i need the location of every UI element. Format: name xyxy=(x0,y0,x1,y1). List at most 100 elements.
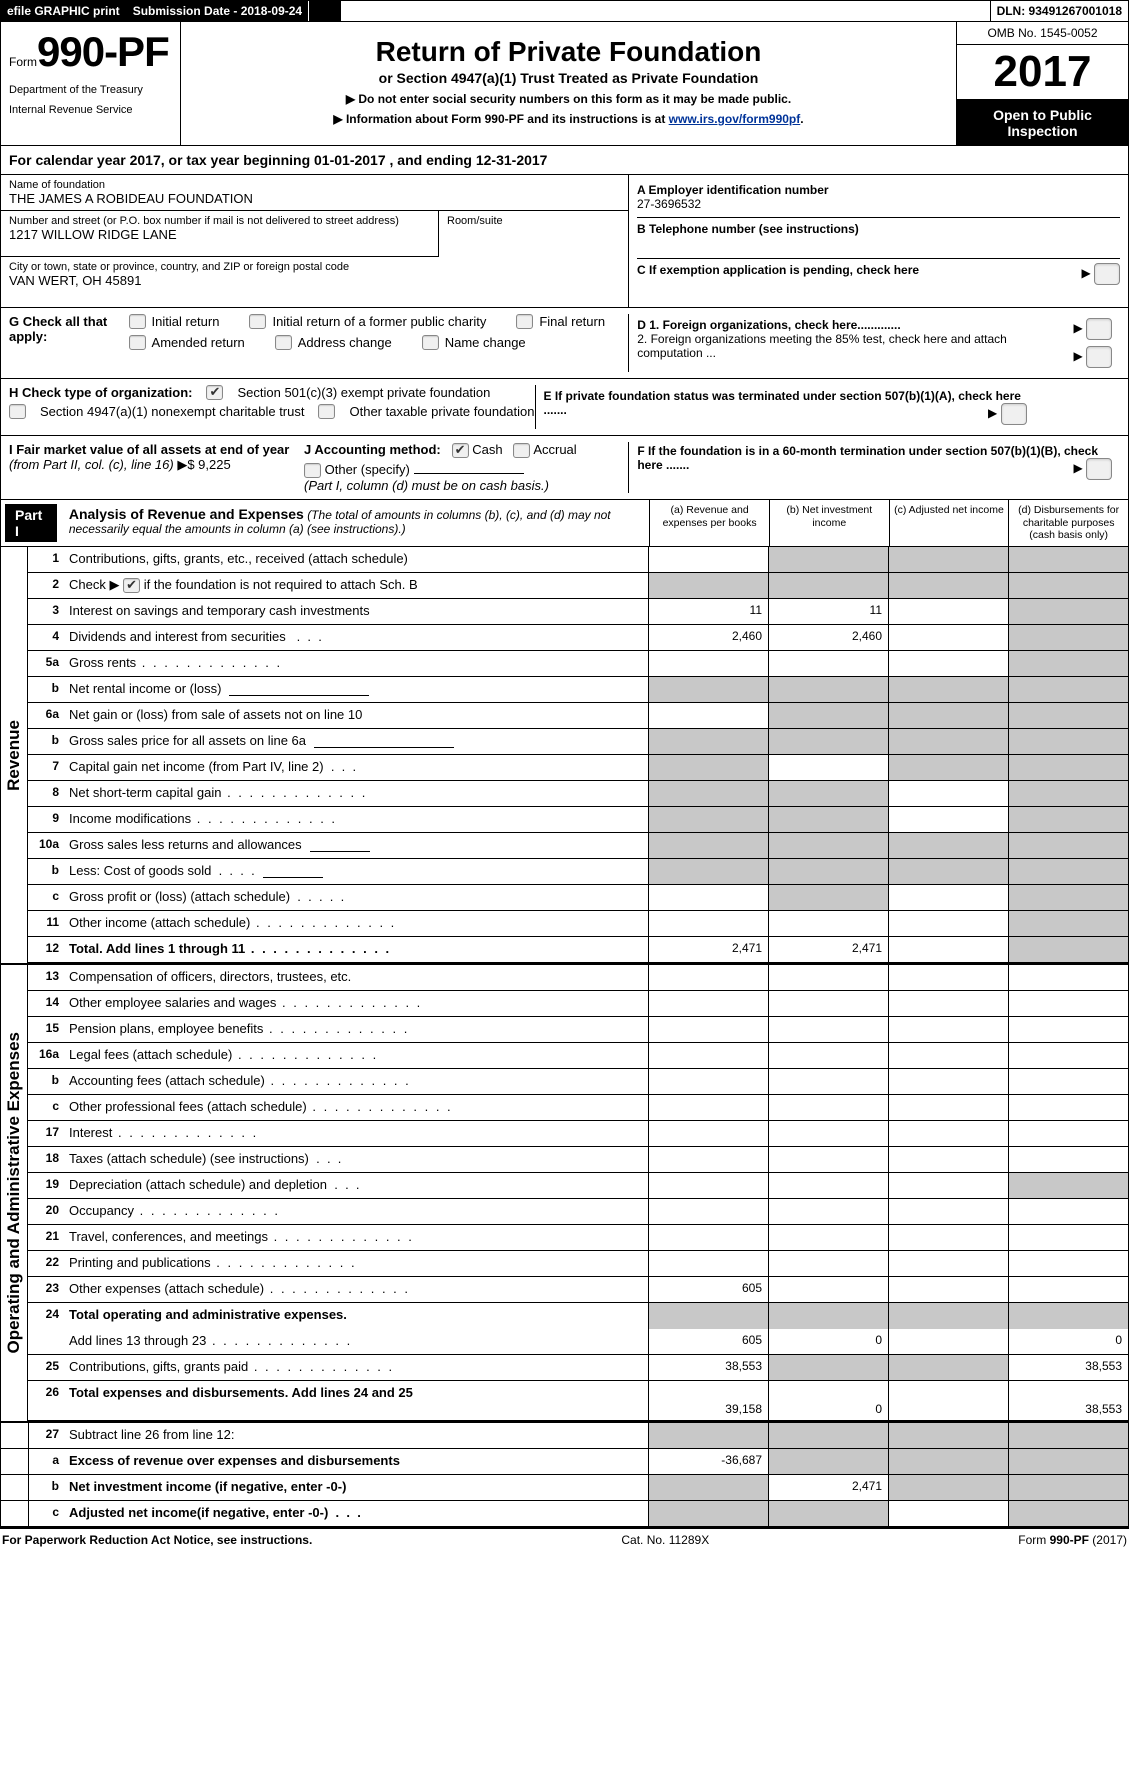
h-other-cb[interactable] xyxy=(318,404,335,419)
omb-number: OMB No. 1545-0052 xyxy=(957,22,1128,45)
g-final-return-cb[interactable] xyxy=(516,314,533,329)
g-name-change-cb[interactable] xyxy=(422,335,439,350)
row-26: Total expenses and disbursements. Add li… xyxy=(65,1381,648,1420)
row-6b: Gross sales price for all assets on line… xyxy=(65,729,648,754)
addr-row: Number and street (or P.O. box number if… xyxy=(1,211,438,257)
row-11: Other income (attach schedule) xyxy=(65,911,648,936)
d1-checkbox[interactable] xyxy=(1086,318,1112,340)
j-cash: Cash xyxy=(472,442,502,457)
e-label: E If private foundation status was termi… xyxy=(544,389,1021,417)
row-27a: Excess of revenue over expenses and disb… xyxy=(65,1449,648,1474)
row-8: Net short-term capital gain xyxy=(65,781,648,806)
form-title: Return of Private Foundation xyxy=(191,36,946,68)
revenue-section: Revenue 1Contributions, gifts, grants, e… xyxy=(0,547,1129,963)
g-address-change-cb[interactable] xyxy=(275,335,292,350)
j-other-cb[interactable] xyxy=(304,463,321,478)
i-label: I Fair market value of all assets at end… xyxy=(9,442,289,457)
g-amended-cb[interactable] xyxy=(129,335,146,350)
phone-label: B Telephone number (see instructions) xyxy=(637,222,1120,236)
g-o5: Address change xyxy=(298,335,392,350)
c-checkbox[interactable] xyxy=(1094,263,1120,285)
d2-checkbox[interactable] xyxy=(1086,346,1112,368)
row-12: Total. Add lines 1 through 11 xyxy=(65,937,648,962)
row-10b: Less: Cost of goods sold . . . . xyxy=(65,859,648,884)
f-checkbox[interactable] xyxy=(1086,458,1112,480)
page-footer: For Paperwork Reduction Act Notice, see … xyxy=(0,1527,1129,1551)
city-row: City or town, state or province, country… xyxy=(1,257,628,307)
row-24b: Add lines 13 through 23 xyxy=(65,1329,648,1354)
form-header: Form990-PF Department of the Treasury In… xyxy=(0,22,1129,146)
identity-block: Name of foundation THE JAMES A ROBIDEAU … xyxy=(0,174,1129,308)
row-5b: Net rental income or (loss) xyxy=(65,677,648,702)
h-lead: H Check type of organization: xyxy=(9,385,192,400)
g-o3: Final return xyxy=(539,314,605,329)
row-7: Capital gain net income (from Part IV, l… xyxy=(65,755,648,780)
instr-prefix: ▶ Information about Form 990-PF and its … xyxy=(333,112,668,126)
j-other: Other (specify) xyxy=(325,462,410,477)
footer-left: For Paperwork Reduction Act Notice, see … xyxy=(2,1533,312,1547)
g-lead: G Check all that apply: xyxy=(9,314,109,350)
g-o2: Initial return of a former public charit… xyxy=(272,314,486,329)
dept-irs: Internal Revenue Service xyxy=(9,104,172,116)
h-o2: Section 4947(a)(1) nonexempt charitable … xyxy=(40,404,304,419)
h-o1: Section 501(c)(3) exempt private foundat… xyxy=(237,385,490,400)
row-4: Dividends and interest from securities .… xyxy=(65,625,648,650)
row-5a: Gross rents xyxy=(65,651,648,676)
row-22: Printing and publications xyxy=(65,1251,648,1276)
row-10a: Gross sales less returns and allowances xyxy=(65,833,648,858)
j-accrual-cb[interactable] xyxy=(513,443,530,458)
header-left: Form990-PF Department of the Treasury In… xyxy=(1,22,181,145)
dept-treasury: Department of the Treasury xyxy=(9,84,172,96)
ein-val: 27-3696532 xyxy=(637,197,1120,211)
instr-link-line: ▶ Information about Form 990-PF and its … xyxy=(191,112,946,126)
d2-label: 2. Foreign organizations meeting the 85%… xyxy=(637,332,1007,360)
j-cash-cb[interactable] xyxy=(452,443,469,458)
foundation-name: THE JAMES A ROBIDEAU FOUNDATION xyxy=(9,191,620,206)
row-14: Other employee salaries and wages xyxy=(65,991,648,1016)
row-27: Subtract line 26 from line 12: xyxy=(65,1423,648,1448)
tax-year: 2017 xyxy=(957,45,1128,101)
revenue-side-label: Revenue xyxy=(1,547,28,963)
row-24: Total operating and administrative expen… xyxy=(65,1303,648,1329)
ein-label: A Employer identification number xyxy=(637,183,1120,197)
schb-checkbox[interactable] xyxy=(123,578,140,593)
g-initial-former-cb[interactable] xyxy=(249,314,266,329)
i-ital: (from Part II, col. (c), line 16) xyxy=(9,457,174,472)
part1-title: Analysis of Revenue and Expenses xyxy=(69,506,304,522)
calendar-year-line: For calendar year 2017, or tax year begi… xyxy=(0,146,1129,174)
header-right: OMB No. 1545-0052 2017 Open to Public In… xyxy=(956,22,1128,145)
header-center: Return of Private Foundation or Section … xyxy=(181,22,956,145)
room-suite-label: Room/suite xyxy=(438,211,628,257)
g-initial-return-cb[interactable] xyxy=(129,314,146,329)
e-checkbox[interactable] xyxy=(1001,403,1027,425)
footer-mid: Cat. No. 11289X xyxy=(621,1533,709,1547)
irs-link[interactable]: www.irs.gov/form990pf xyxy=(669,112,801,126)
city-val: VAN WERT, OH 45891 xyxy=(9,273,620,288)
form-number: 990-PF xyxy=(37,28,169,75)
addr-label: Number and street (or P.O. box number if… xyxy=(9,215,430,227)
row-10c: Gross profit or (loss) (attach schedule)… xyxy=(65,885,648,910)
h-o3: Other taxable private foundation xyxy=(349,404,534,419)
f-label: F If the foundation is in a 60-month ter… xyxy=(637,444,1098,472)
name-row: Name of foundation THE JAMES A ROBIDEAU … xyxy=(1,175,628,211)
row-18: Taxes (attach schedule) (see instruction… xyxy=(65,1147,648,1172)
addr-val: 1217 WILLOW RIDGE LANE xyxy=(9,227,430,242)
row-17: Interest xyxy=(65,1121,648,1146)
h-501c3-cb[interactable] xyxy=(206,385,223,400)
row-16b: Accounting fees (attach schedule) xyxy=(65,1069,648,1094)
g-row: G Check all that apply: Initial return I… xyxy=(0,308,1129,379)
col-c-head: (c) Adjusted net income xyxy=(889,500,1009,546)
footer-right: Form 990-PF (2017) xyxy=(1018,1533,1127,1547)
h-4947-cb[interactable] xyxy=(9,404,26,419)
row-23: Other expenses (attach schedule) xyxy=(65,1277,648,1302)
dln: DLN: 93491267001018 xyxy=(991,1,1128,21)
row-1: Contributions, gifts, grants, etc., rece… xyxy=(65,547,648,572)
i-val: ▶$ 9,225 xyxy=(177,457,230,472)
row-19: Depreciation (attach schedule) and deple… xyxy=(65,1173,648,1198)
top-gap xyxy=(341,1,990,21)
open-public-label: Open to Public Inspection xyxy=(957,101,1128,145)
col-a-head: (a) Revenue and expenses per books xyxy=(649,500,769,546)
c-label: C If exemption application is pending, c… xyxy=(637,263,919,277)
part1-label: Part I xyxy=(5,504,57,542)
expense-section: Operating and Administrative Expenses 13… xyxy=(0,963,1129,1421)
